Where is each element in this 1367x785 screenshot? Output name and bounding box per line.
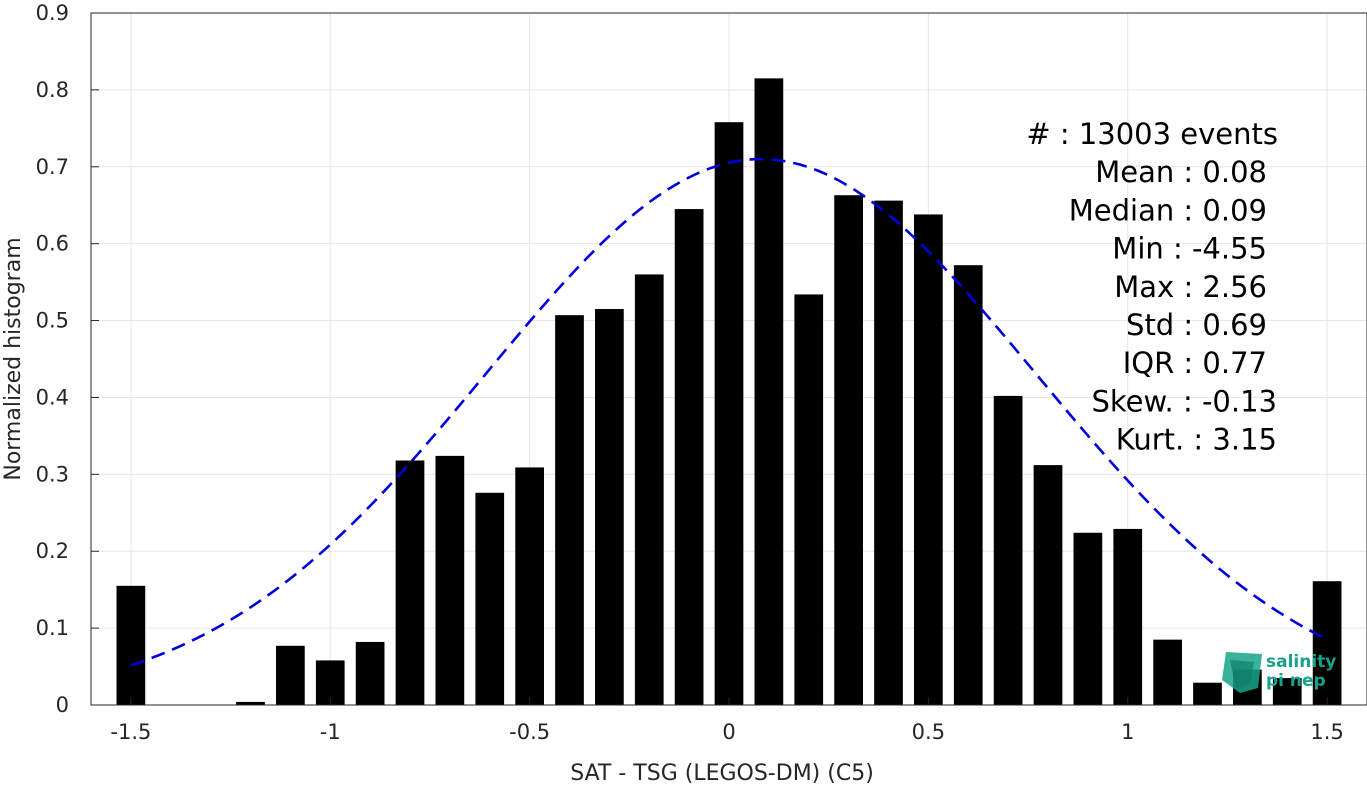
histogram-bar-15 xyxy=(714,122,744,705)
histogram-bar-13 xyxy=(634,274,664,705)
stat-line-2: Median : 0.09 xyxy=(1069,193,1267,227)
y-tick-label-3: 0.3 xyxy=(36,462,69,486)
logo-mark-shade-icon xyxy=(1230,660,1254,688)
histogram-bar-6 xyxy=(355,641,385,705)
histogram-bar-4 xyxy=(276,645,305,705)
histogram-bar-16 xyxy=(754,78,784,706)
histogram-bar-17 xyxy=(794,294,824,705)
x-axis-label: SAT - TSG (LEGOS-DM) (C5) xyxy=(570,761,874,785)
histogram-bar-19 xyxy=(874,200,903,705)
x-tick-label-4: 0.5 xyxy=(912,720,945,744)
logo-line1: salinity xyxy=(1266,652,1336,672)
x-axis-ticks: -1.5 -1 -0.5 0 0.5 1 1.5 xyxy=(110,697,1344,744)
stat-line-4: Max : 2.56 xyxy=(1114,270,1267,304)
histogram-bar-23 xyxy=(1033,465,1063,705)
y-tick-label-9: 0.9 xyxy=(36,1,69,25)
y-tick-label-7: 0.7 xyxy=(36,155,69,179)
histogram-bar-26 xyxy=(1153,639,1182,705)
stat-line-3: Min : -4.55 xyxy=(1112,232,1267,266)
stat-line-8: Kurt. : 3.15 xyxy=(1116,423,1277,457)
x-tick-label-0: -1.5 xyxy=(110,720,151,744)
histogram-bar-20 xyxy=(914,214,943,705)
x-tick-label-3: 0 xyxy=(722,720,735,744)
statistics-annotation: # : 13003 events Mean : 0.08 Median : 0.09… xyxy=(1026,117,1278,457)
histogram-bar-3 xyxy=(236,701,265,705)
x-tick-label-2: -0.5 xyxy=(509,720,550,744)
y-tick-label-0: 0 xyxy=(56,693,69,717)
stat-line-1: Mean : 0.08 xyxy=(1095,155,1267,189)
y-tick-label-8: 0.8 xyxy=(36,78,69,102)
stat-line-5: Std : 0.69 xyxy=(1126,308,1267,342)
stat-line-6: IQR : 0.77 xyxy=(1123,346,1267,380)
histogram-bar-24 xyxy=(1073,532,1103,705)
y-tick-label-5: 0.5 xyxy=(36,309,69,333)
logo-line2: pi nep xyxy=(1266,671,1326,691)
histogram-bar-11 xyxy=(555,315,584,705)
x-tick-label-6: 1.5 xyxy=(1310,720,1343,744)
salinity-pi-nep-logo: salinity pi nep xyxy=(1222,652,1336,693)
histogram-bar-22 xyxy=(993,395,1023,705)
histogram-bar-18 xyxy=(834,195,863,705)
histogram-bar-10 xyxy=(515,467,544,705)
y-axis-ticks: 0 0.1 0.2 0.3 0.4 0.5 0.6 0.7 0.8 0.9 xyxy=(36,1,99,717)
y-axis-label: Normalized histogram xyxy=(1,237,26,480)
x-tick-label-1: -1 xyxy=(320,720,341,744)
histogram-bar-14 xyxy=(674,209,704,706)
histogram-bar-8 xyxy=(435,455,465,705)
histogram-bar-9 xyxy=(475,492,505,705)
histogram-bar-27 xyxy=(1193,682,1222,705)
stat-line-0: # : 13003 events xyxy=(1026,117,1278,151)
y-tick-label-1: 0.1 xyxy=(36,616,69,640)
histogram-bar-7 xyxy=(395,460,425,705)
x-tick-label-5: 1 xyxy=(1121,720,1134,744)
histogram-bars xyxy=(116,78,1342,706)
histogram-bar-30 xyxy=(1312,581,1342,705)
histogram-bar-0 xyxy=(116,585,146,705)
y-tick-label-2: 0.2 xyxy=(36,539,69,563)
y-tick-label-4: 0.4 xyxy=(36,385,69,409)
histogram-bar-25 xyxy=(1113,528,1143,705)
histogram-bar-29 xyxy=(1272,678,1302,705)
histogram-bar-12 xyxy=(595,309,624,705)
histogram-bar-21 xyxy=(953,265,983,705)
y-tick-label-6: 0.6 xyxy=(36,232,69,256)
stat-line-7: Skew. : -0.13 xyxy=(1091,384,1277,418)
gaussian-fit-curve xyxy=(130,157,1328,667)
